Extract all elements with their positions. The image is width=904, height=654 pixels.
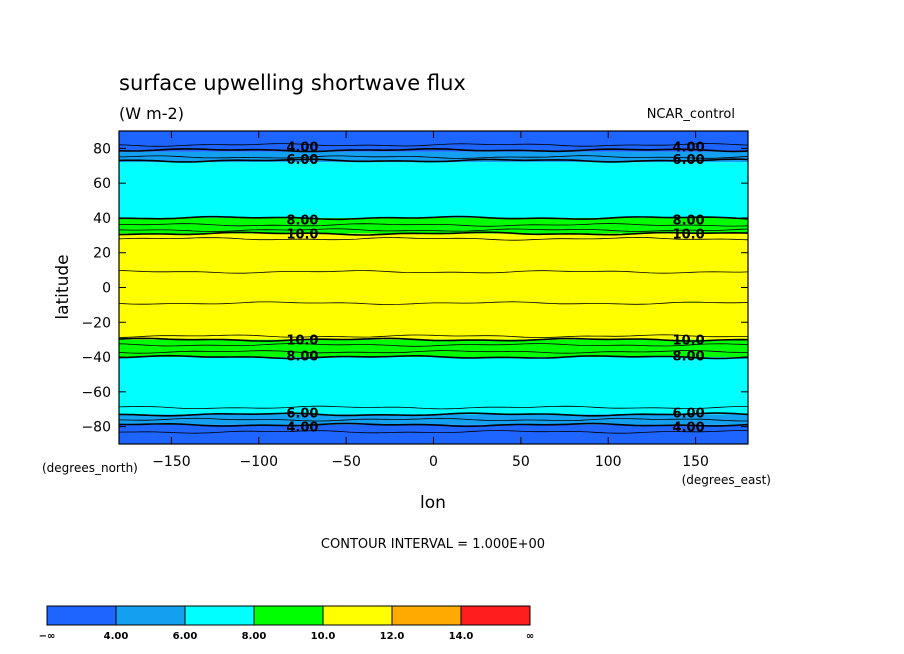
fill-band-2 [119, 162, 748, 218]
contour-line-7 [118, 231, 749, 236]
contour-label: 6.00 [286, 153, 318, 168]
chart-title: surface upwelling shortwave flux [119, 71, 466, 95]
colorbar-swatch [115, 605, 186, 626]
contour-interval-text: CONTOUR INTERVAL = 1.000E+00 [321, 537, 545, 552]
contour-label: 10.0 [286, 228, 318, 243]
contour-line-14 [118, 350, 748, 354]
contour-line-13 [118, 343, 749, 347]
fill-band-7 [119, 414, 748, 425]
contour-line-3 [118, 158, 749, 163]
contour-label: 6.00 [673, 407, 705, 422]
colorbar-label: ∞ [526, 631, 534, 642]
colorbar-swatch [391, 605, 462, 626]
contour-line-4 [119, 215, 749, 221]
y-axis-units: (degrees_north) [42, 461, 138, 475]
y-tick-label: 40 [93, 211, 111, 227]
contour-line-6 [118, 228, 749, 232]
colorbar-label: −∞ [39, 631, 56, 642]
contour-label: 8.00 [286, 214, 318, 229]
colorbar-label: 12.0 [380, 631, 405, 642]
contour-line-15 [118, 354, 749, 360]
colorbar: −∞ 4.00 6.00 8.00 10.0 12.0 14.0 ∞ [39, 605, 534, 642]
contour-label: 4.00 [673, 141, 705, 156]
contour-line-20 [118, 430, 748, 434]
contour-label: 8.00 [673, 349, 705, 364]
x-axis-units: (degrees_east) [682, 473, 771, 487]
x-tick-label: −100 [240, 454, 278, 470]
contour-label: 8.00 [286, 349, 318, 364]
contour-line-19 [118, 422, 749, 428]
colorbar-swatch [46, 605, 117, 626]
contour-line-9 [118, 270, 749, 274]
y-tick-label: 80 [93, 141, 111, 157]
y-tick-label: 60 [93, 176, 111, 192]
contour-line-10 [118, 301, 749, 305]
colorbar-swatch [322, 605, 393, 626]
contour-line-5 [118, 223, 749, 227]
fill-band-4 [119, 233, 748, 340]
colorbar-label: 10.0 [311, 631, 336, 642]
fill-band-0 [119, 131, 748, 152]
contour-line-1 [118, 148, 749, 153]
contour-label: 8.00 [673, 214, 705, 229]
y-tick-label: 20 [93, 246, 111, 262]
fill-band-5 [119, 339, 748, 358]
x-axis-label: lon [420, 493, 446, 513]
x-axis-ticks: −150 −100 −50 0 50 100 150 [152, 131, 709, 470]
colorbar-swatch [460, 605, 531, 626]
fill-band-6 [119, 357, 748, 415]
colorbar-swatch [253, 605, 324, 626]
contour-line-12 [118, 337, 749, 342]
x-tick-label: 100 [595, 454, 622, 470]
dataset-label: NCAR_control [647, 107, 735, 122]
y-tick-label: −40 [81, 350, 111, 366]
y-tick-label: 0 [102, 281, 111, 297]
contour-line-0 [118, 143, 749, 147]
colorbar-label: 8.00 [242, 631, 267, 642]
contour-label: 6.00 [673, 153, 705, 168]
contour-label: 4.00 [286, 421, 318, 436]
x-tick-label: −150 [152, 454, 190, 470]
x-tick-label: 0 [429, 454, 438, 470]
plot-area: 4.006.008.0010.010.08.006.004.004.006.00… [118, 130, 749, 445]
colorbar-label: 6.00 [173, 631, 198, 642]
contour-label: 6.00 [286, 407, 318, 422]
colorbar-swatch [184, 605, 255, 626]
contour-label: 4.00 [673, 421, 705, 436]
contour-line-16 [118, 405, 748, 410]
y-axis-ticks: −80 −60 −40 −20 0 20 40 60 80 [81, 141, 748, 436]
fill-band-8 [119, 424, 748, 444]
contour-label: 4.00 [286, 141, 318, 156]
contour-line-11 [118, 334, 748, 339]
y-tick-label: −20 [81, 315, 111, 331]
x-tick-label: 50 [512, 454, 530, 470]
y-tick-label: −80 [81, 420, 111, 436]
x-tick-label: 150 [682, 454, 709, 470]
contour-line-2 [118, 155, 749, 159]
chart-units: (W m-2) [119, 104, 184, 123]
contour-line-8 [118, 236, 749, 241]
y-axis-label: latitude [53, 254, 73, 319]
colorbar-label: 4.00 [104, 631, 129, 642]
contour-label: 10.0 [286, 334, 318, 349]
contour-label: 10.0 [673, 334, 705, 349]
contour-label: 10.0 [673, 228, 705, 243]
contour-line-18 [118, 417, 748, 422]
colorbar-label: 14.0 [449, 631, 474, 642]
y-tick-label: −60 [81, 385, 111, 401]
x-tick-label: −50 [331, 454, 361, 470]
contour-line-17 [118, 412, 749, 417]
